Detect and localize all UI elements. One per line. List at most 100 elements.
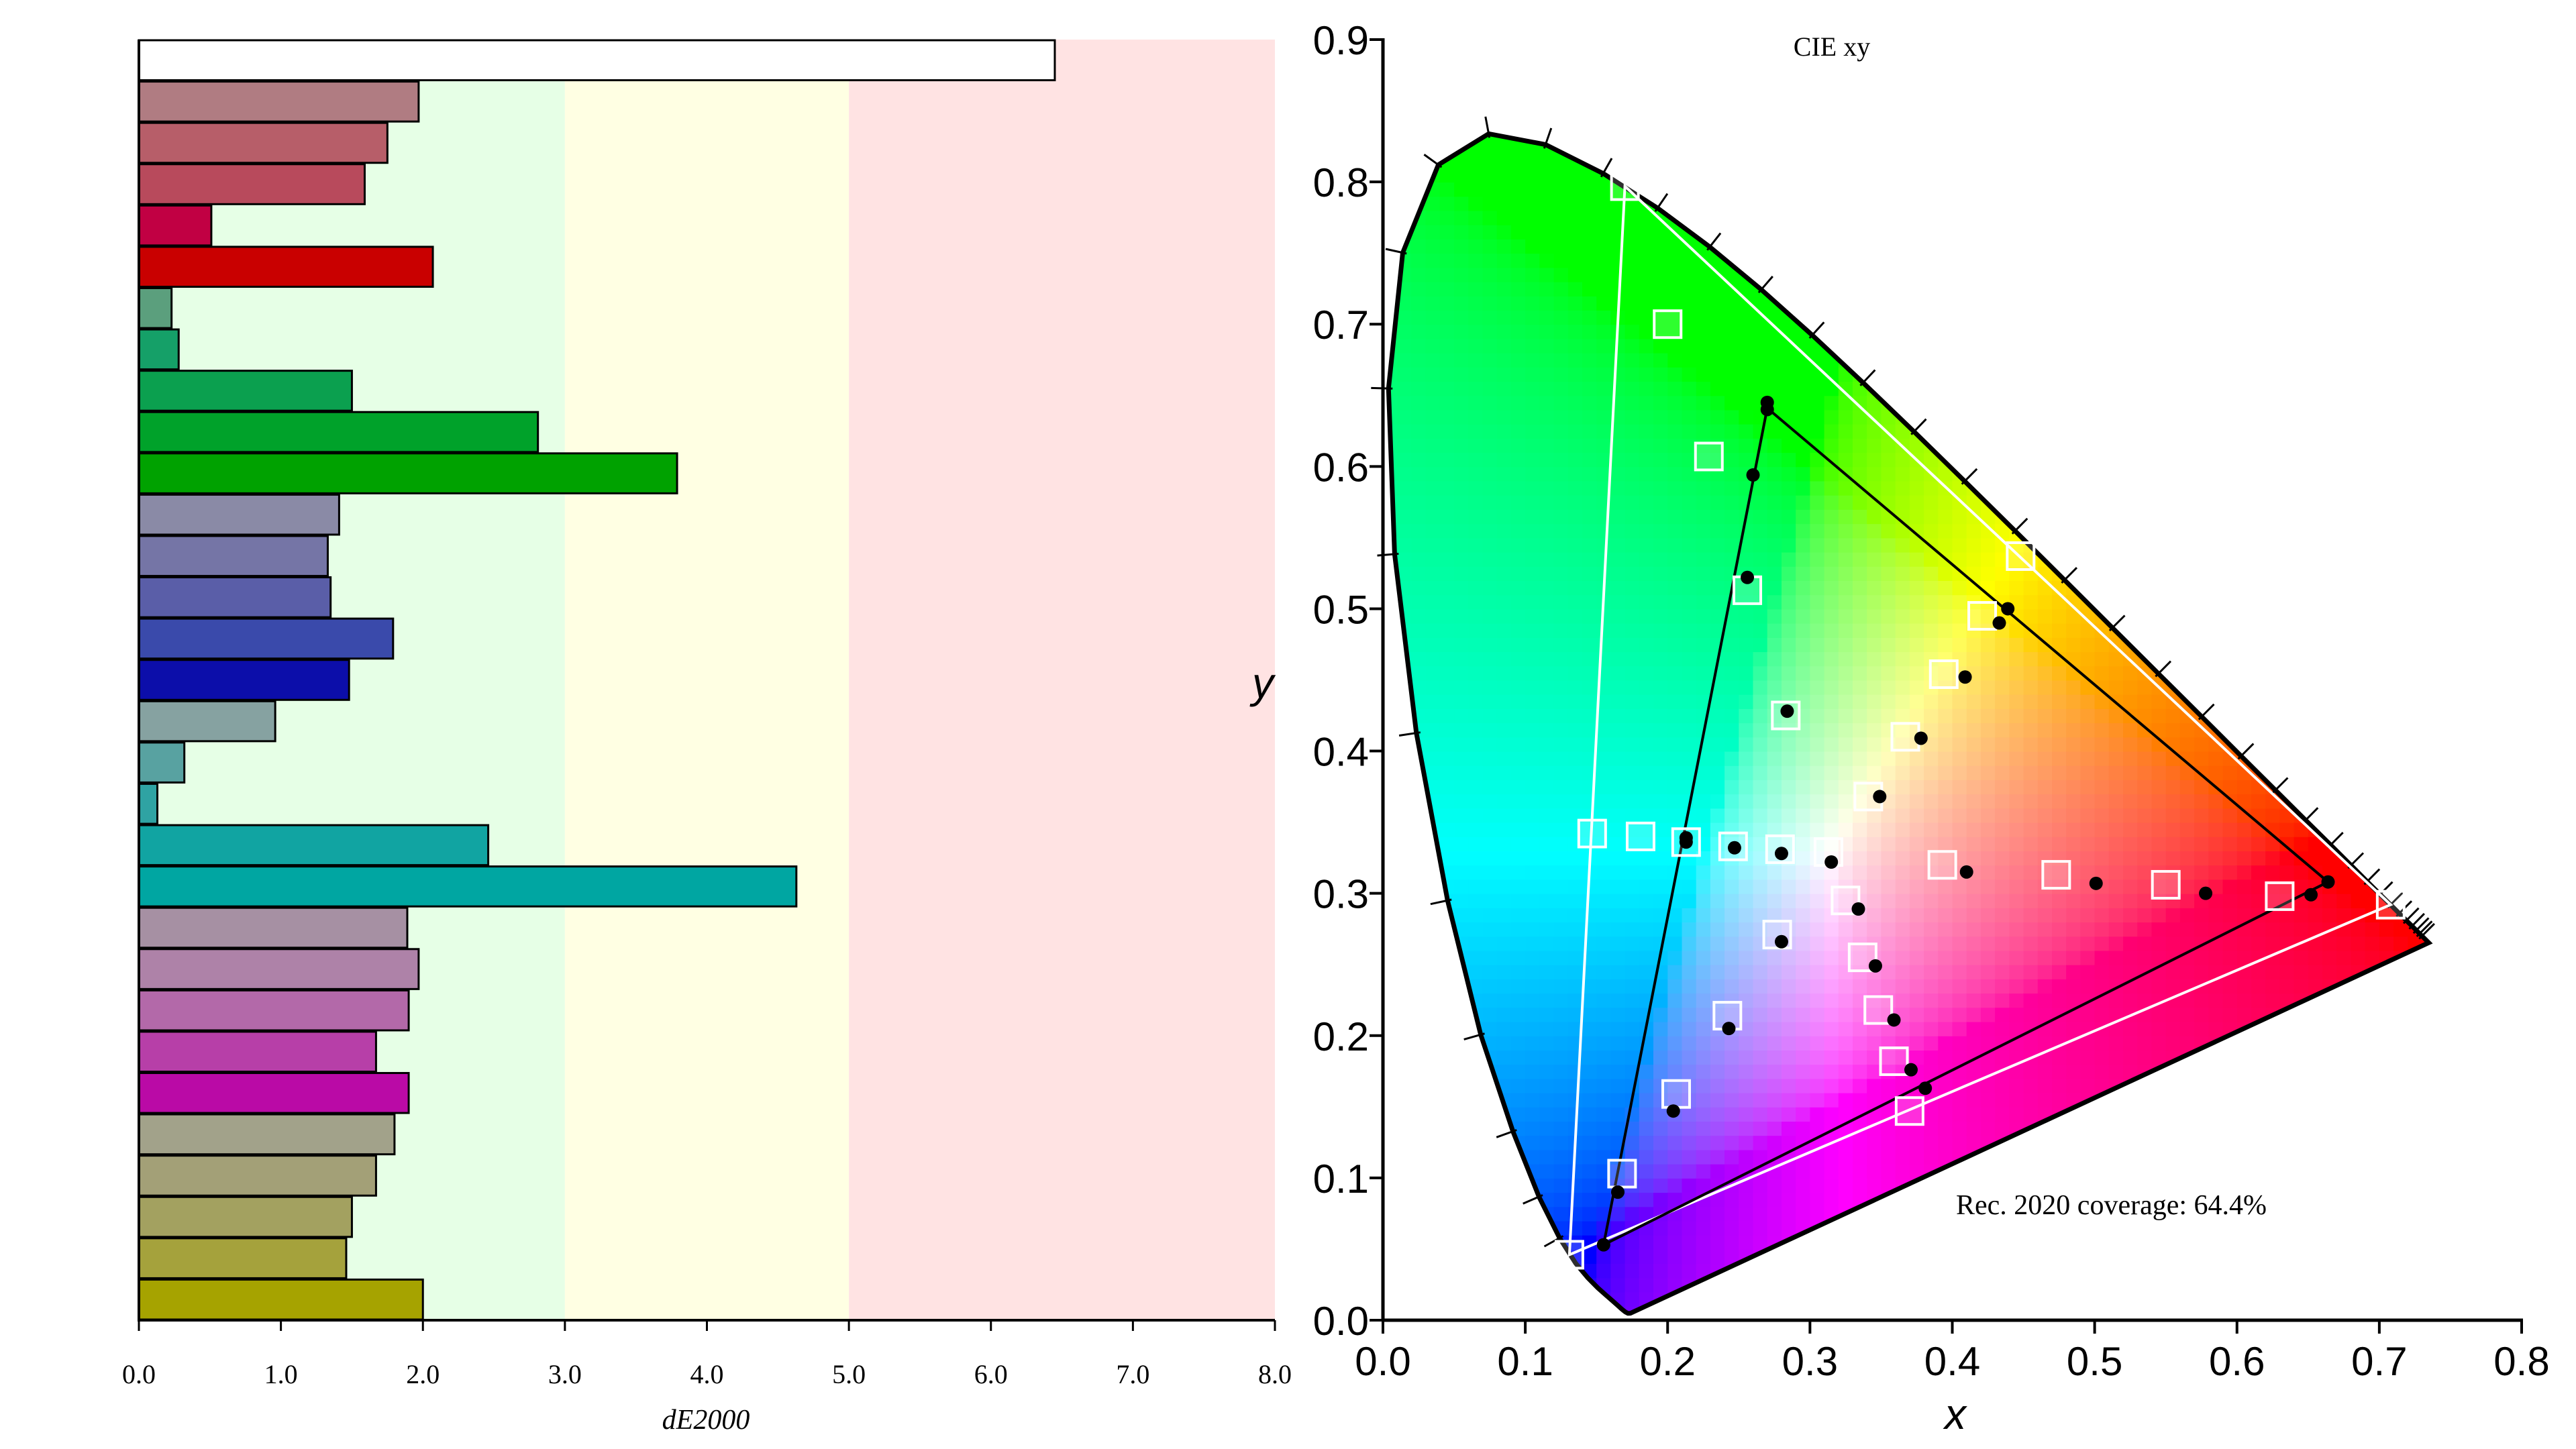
chromaticity-cell	[1425, 651, 1441, 667]
chromaticity-cell	[1425, 196, 1441, 211]
chromaticity-cell	[1667, 879, 1683, 894]
chromaticity-cell	[1539, 1263, 1555, 1279]
chromaticity-cell	[2080, 893, 2096, 908]
chromaticity-cell	[1824, 950, 1839, 965]
chromaticity-cell	[1782, 281, 1797, 297]
chromaticity-cell	[1397, 1035, 1412, 1051]
chromaticity-cell	[2179, 907, 2196, 923]
chromaticity-cell	[1881, 922, 1896, 937]
chromaticity-cell	[1439, 1050, 1455, 1065]
chromaticity-cell	[1838, 1177, 1853, 1193]
chromaticity-cell	[1867, 1035, 1882, 1051]
chromaticity-cell	[2094, 865, 2110, 880]
chromaticity-cell	[1388, 580, 1398, 596]
chromaticity-cell	[2108, 594, 2124, 610]
chromaticity-cell	[1468, 366, 1484, 382]
chromaticity-cell	[1397, 523, 1412, 539]
chromaticity-cell	[1425, 680, 1441, 695]
chromaticity-cell	[1980, 993, 1996, 1008]
chromaticity-cell	[1782, 239, 1797, 254]
chromaticity-cell	[1867, 1277, 1882, 1293]
chromaticity-cell	[2123, 680, 2139, 695]
chromaticity-cell	[1980, 950, 1996, 965]
chromaticity-cell	[1724, 1050, 1740, 1065]
chromaticity-cell	[2094, 409, 2110, 425]
chromaticity-cell	[1653, 794, 1669, 809]
chromaticity-cell	[1439, 594, 1455, 610]
chromaticity-cell	[1810, 794, 1825, 809]
chromaticity-cell	[1895, 366, 1910, 382]
chromaticity-cell	[2194, 623, 2210, 638]
chromaticity-cell	[1553, 1192, 1569, 1208]
chromaticity-cell	[1496, 523, 1512, 539]
chromaticity-cell	[1853, 281, 1868, 297]
chromaticity-cell	[1895, 352, 1910, 368]
chromaticity-cell	[1853, 751, 1868, 766]
chromaticity-cell	[1767, 1220, 1782, 1236]
chromaticity-cell	[1696, 167, 1711, 183]
chromaticity-cell	[1582, 111, 1597, 125]
chromaticity-cell	[1510, 1092, 1527, 1108]
chromaticity-cell	[1966, 566, 1981, 581]
chromaticity-cell	[2151, 437, 2167, 453]
chromaticity-cell	[1411, 665, 1427, 681]
chromaticity-cell	[1510, 608, 1527, 624]
chromaticity-cell	[1539, 1021, 1555, 1036]
chromaticity-cell	[2179, 1263, 2196, 1279]
chromaticity-cell	[1482, 665, 1498, 681]
chromaticity-cell	[1938, 808, 1953, 823]
chromaticity-cell	[1739, 352, 1754, 368]
chromaticity-cell	[1439, 1092, 1455, 1108]
chromaticity-cell	[2066, 765, 2081, 780]
chromaticity-cell	[1724, 665, 1740, 681]
chromaticity-cell	[1895, 808, 1910, 823]
chromaticity-cell	[1952, 879, 1967, 894]
chromaticity-cell	[1682, 580, 1697, 596]
chromaticity-cell	[1952, 950, 1967, 965]
chromaticity-cell	[1625, 224, 1640, 239]
chromaticity-cell	[1397, 978, 1412, 994]
bar-16	[138, 700, 276, 743]
chromaticity-cell	[1582, 608, 1598, 624]
chromaticity-cell	[1924, 566, 1939, 581]
chromaticity-cell	[1482, 580, 1498, 596]
chromaticity-cell	[1824, 167, 1839, 183]
chromaticity-cell	[2137, 1263, 2153, 1279]
chromaticity-cell	[1425, 1248, 1441, 1265]
chromaticity-cell	[1753, 182, 1768, 197]
chromaticity-cell	[1838, 865, 1853, 880]
chromaticity-cell	[1810, 551, 1825, 567]
chromaticity-cell	[1582, 1248, 1598, 1265]
chromaticity-cell	[2052, 1291, 2067, 1307]
chromaticity-cell	[1724, 978, 1740, 994]
chromaticity-cell	[1539, 836, 1555, 851]
chromaticity-cell	[1667, 1007, 1683, 1022]
chromaticity-cell	[1782, 1192, 1797, 1208]
chromaticity-cell	[1938, 993, 1953, 1008]
chromaticity-cell	[1867, 295, 1882, 311]
chromaticity-cell	[1938, 437, 1953, 453]
chromaticity-cell	[2009, 1163, 2024, 1179]
chromaticity-cell	[1824, 509, 1839, 525]
chromaticity-cell	[1753, 153, 1768, 168]
chromaticity-cell	[1867, 1248, 1882, 1265]
chromaticity-cell	[2052, 509, 2067, 525]
chromaticity-cell	[1653, 1092, 1669, 1108]
chromaticity-cell	[1496, 751, 1512, 766]
chromaticity-cell	[1966, 1106, 1981, 1122]
chromaticity-cell	[1439, 751, 1455, 766]
chromaticity-cell	[1496, 922, 1512, 937]
chromaticity-cell	[2165, 608, 2181, 624]
chromaticity-cell	[1724, 153, 1740, 168]
chromaticity-cell	[2151, 765, 2167, 780]
chromaticity-cell	[1496, 680, 1512, 695]
chromaticity-cell	[1582, 551, 1598, 567]
bar-13	[138, 576, 332, 619]
chromaticity-cell	[1938, 780, 1953, 795]
chromaticity-cell	[2066, 708, 2081, 724]
chromaticity-cell	[1439, 295, 1455, 311]
chromaticity-cell	[2066, 1220, 2081, 1236]
chromaticity-cell	[1525, 1092, 1541, 1108]
chromaticity-cell	[1553, 452, 1569, 468]
chromaticity-cell	[1411, 324, 1427, 339]
